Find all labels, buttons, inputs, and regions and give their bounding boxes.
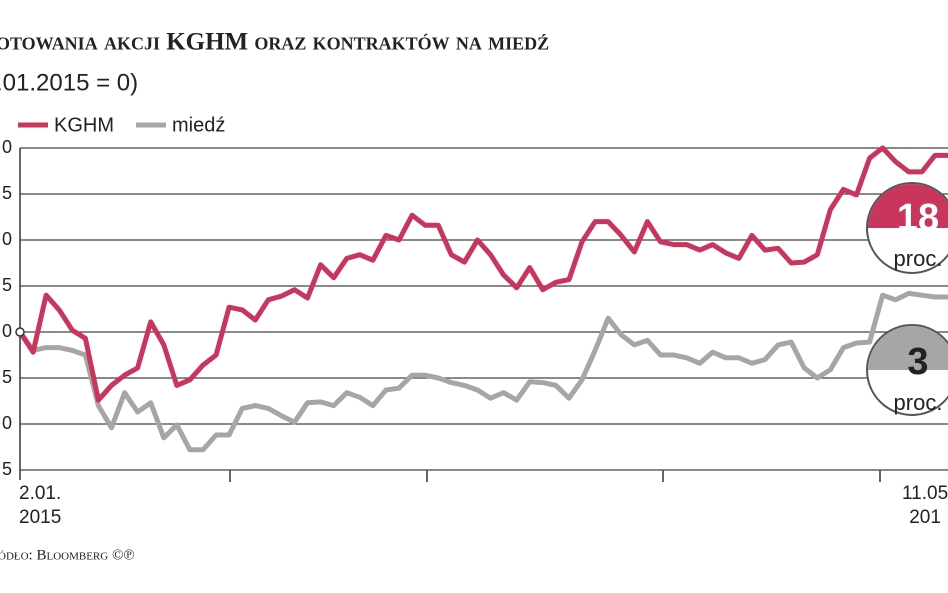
bubble-fill — [868, 326, 948, 370]
legend-label: KGHM — [54, 114, 114, 136]
bubble-fill — [868, 184, 948, 228]
y-tick-label: 0 — [2, 229, 12, 249]
bubble-unit: proc. — [894, 390, 943, 415]
source: ódło: Bloomberg ©℗ — [0, 547, 135, 563]
origin-dot — [15, 327, 25, 337]
y-tick-label: 5 — [2, 275, 12, 295]
y-tick-label: 5 — [2, 459, 12, 479]
bubble-unit: proc. — [894, 246, 943, 271]
y-tick-label: 0 — [2, 137, 12, 157]
x-tick-label: 2.01. 2015 — [19, 483, 62, 528]
bubble-value: 18 — [897, 197, 939, 239]
series-line — [17, 145, 948, 403]
y-tick-label: 0 — [2, 321, 12, 341]
chart-subtitle: .01.2015 = 0) — [0, 69, 138, 96]
x-tick-label: 11.05 201 — [902, 483, 948, 528]
y-tick-label: 0 — [2, 413, 12, 433]
legend-label: miedź — [172, 114, 225, 136]
y-tick-label: 5 — [2, 183, 12, 203]
chart-title: otowania akcji KGHM oraz kontraktów na m… — [0, 29, 549, 56]
y-tick-label: 5 — [2, 367, 12, 387]
series-line — [17, 290, 948, 453]
bubbles: 18 proc. 3 proc. — [866, 182, 948, 416]
bubble-value: 3 — [907, 341, 928, 383]
